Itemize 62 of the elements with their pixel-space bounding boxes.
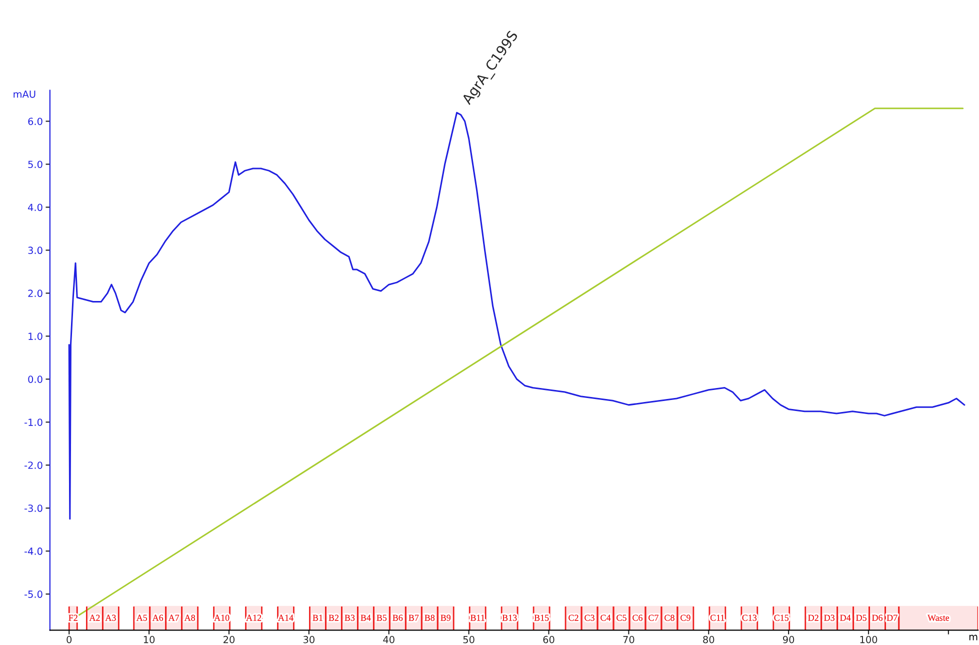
band-label: B2 — [328, 614, 338, 621]
x-tick-label: 100 — [860, 636, 878, 644]
band-label: A2 — [89, 614, 100, 621]
y-tick-label: 6.0 — [28, 118, 42, 126]
y-tick-label: -2.0 — [24, 462, 42, 469]
band-label: C3 — [584, 614, 594, 621]
band-label: B15 — [534, 614, 549, 621]
band-label: B13 — [502, 614, 517, 621]
band-label: B3 — [344, 614, 355, 621]
y-tick-label: -1.0 — [24, 418, 42, 426]
band-label: D4 — [840, 614, 851, 621]
band-label: B1 — [312, 614, 322, 621]
y-axis-title: mAU — [14, 90, 36, 98]
band-label: B9 — [440, 614, 451, 621]
band-label: B11 — [470, 614, 484, 621]
x-tick-label: 50 — [463, 636, 474, 644]
band-label: D3 — [824, 614, 834, 621]
x-tick-label: 80 — [703, 636, 714, 644]
band-label: C8 — [664, 614, 674, 621]
band-label: A7 — [168, 614, 180, 621]
band-label: C2 — [568, 614, 578, 621]
x-tick-label: 40 — [383, 636, 394, 644]
x-axis-title: m — [969, 634, 978, 640]
band-label: B7 — [408, 614, 419, 621]
band-label: B8 — [424, 614, 435, 621]
band-label: Waste — [928, 614, 950, 621]
band-label: D7 — [886, 614, 898, 621]
band-label: A5 — [136, 614, 148, 621]
x-tick-label: 70 — [623, 636, 634, 644]
band-label: B5 — [376, 614, 387, 621]
band-label: C5 — [616, 614, 626, 621]
band-label: A8 — [184, 614, 195, 621]
y-tick-label: 5.0 — [28, 160, 42, 168]
x-tick-label: 90 — [782, 636, 794, 644]
band-label: A6 — [152, 614, 164, 621]
x-tick-label: 30 — [303, 636, 314, 644]
band-label: C4 — [600, 614, 611, 621]
band-label: C15 — [774, 614, 789, 621]
x-tick-label: 10 — [144, 636, 155, 644]
band-label: C11 — [710, 614, 724, 621]
band-label: B4 — [360, 614, 371, 621]
y-tick-label: 0.0 — [28, 376, 42, 383]
band-label: B6 — [392, 614, 403, 621]
y-tick-label: -4.0 — [24, 548, 42, 555]
band-label: C7 — [648, 614, 658, 621]
y-tick-label: -5.0 — [24, 590, 42, 598]
band-label: D5 — [856, 614, 866, 621]
band-label: A3 — [105, 614, 116, 621]
y-tick-label: 1.0 — [28, 332, 42, 340]
y-tick-label: -3.0 — [24, 504, 42, 512]
band-label: C6 — [632, 614, 642, 621]
y-tick-label: 3.0 — [28, 246, 42, 254]
x-tick-label: 20 — [224, 636, 235, 644]
band-label: C13 — [742, 614, 757, 621]
y-tick-label: 2.0 — [28, 290, 42, 298]
x-tick-label: 0 — [66, 636, 72, 644]
band-label: D6 — [872, 614, 883, 621]
line-series — [68, 112, 966, 520]
band-label: C9 — [680, 614, 690, 621]
band-label: D2 — [808, 614, 818, 621]
x-tick-label: 60 — [543, 636, 554, 644]
y-tick-label: 4.0 — [28, 204, 42, 212]
